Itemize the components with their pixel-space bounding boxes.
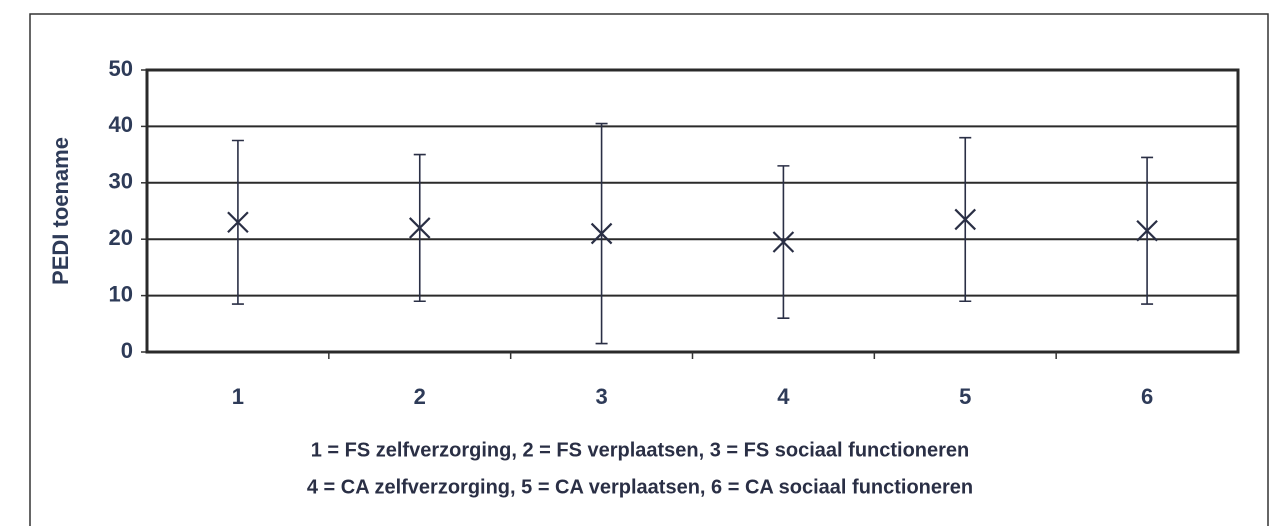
y-tick-label: 0 [121,338,133,363]
x-tick-label: 3 [595,384,607,409]
annotation: 1 = FS zelfverzorging, 2 = FS verplaatse… [311,439,970,461]
y-axis-label: PEDI toename [48,137,73,285]
x-tick-label: 1 [232,384,244,409]
y-tick-label: 20 [109,225,133,250]
marker [1136,219,1158,242]
frame [29,13,1269,526]
marker [227,211,249,234]
x-tick-label: 2 [414,384,426,409]
y-tick-label: 40 [109,112,133,137]
x-tick-label: 4 [777,384,790,409]
marker [590,222,613,245]
x-tick-label: 5 [959,384,971,409]
marker [408,217,431,239]
annotation: 4 = CA zelfverzorging, 5 = CA verplaatse… [307,476,973,498]
y-tick-label: 30 [109,169,133,194]
y-tick-label: 50 [109,56,133,81]
x-tick-label: 6 [1141,384,1153,409]
y-tick-label: 10 [109,281,133,306]
plot-border [145,68,1240,354]
marker [954,208,977,231]
marker [772,231,795,253]
